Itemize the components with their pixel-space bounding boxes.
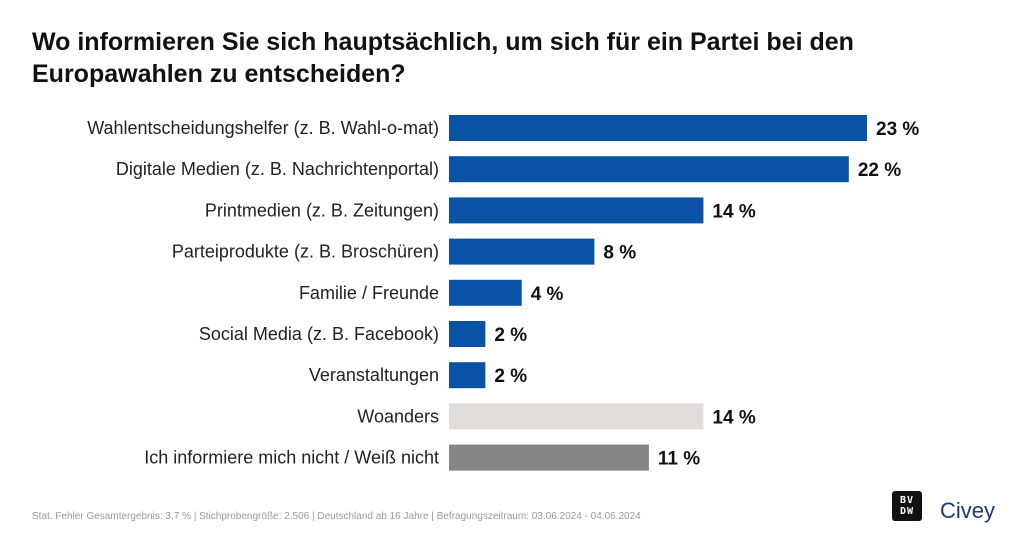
category-label: Ich informiere mich nicht / Weiß nicht (144, 448, 439, 468)
value-label: 14 % (712, 407, 755, 428)
category-label: Parteiprodukte (z. B. Broschüren) (172, 242, 439, 262)
category-label: Digitale Medien (z. B. Nachrichtenportal… (116, 159, 439, 179)
category-label: Woanders (357, 406, 439, 426)
bar (449, 238, 595, 265)
bar (449, 362, 486, 389)
bar (449, 156, 849, 183)
value-label: 2 % (494, 366, 527, 387)
bvdw-logo-top: BV (899, 495, 915, 506)
category-label: Wahlentscheidungshelfer (z. B. Wahl-o-ma… (87, 118, 439, 138)
value-label: 23 % (876, 119, 919, 140)
bar (449, 321, 486, 347)
bvdw-logo-bottom: DW (899, 506, 915, 517)
bvdw-logo: BV DW (892, 491, 922, 521)
value-label: 22 % (858, 160, 901, 181)
value-label: 2 % (494, 325, 527, 346)
category-label: Familie / Freunde (299, 283, 439, 303)
value-label: 14 % (712, 201, 755, 222)
value-label: 11 % (658, 449, 700, 470)
category-label: Veranstaltungen (309, 365, 439, 385)
bar (449, 279, 522, 306)
bar (449, 197, 704, 224)
category-label: Printmedien (z. B. Zeitungen) (205, 200, 439, 220)
bar (449, 444, 649, 471)
category-label: Social Media (z. B. Facebook) (199, 324, 439, 344)
chart-title: Wo informieren Sie sich hauptsächlich, u… (32, 28, 854, 88)
bar (449, 403, 704, 430)
footer-note: Stat. Fehler Gesamtergebnis: 3,7 % | Sti… (32, 511, 641, 522)
value-label: 8 % (603, 243, 636, 264)
value-label: 4 % (531, 284, 564, 305)
civey-logo: Civey (940, 498, 996, 523)
bar (449, 115, 867, 141)
